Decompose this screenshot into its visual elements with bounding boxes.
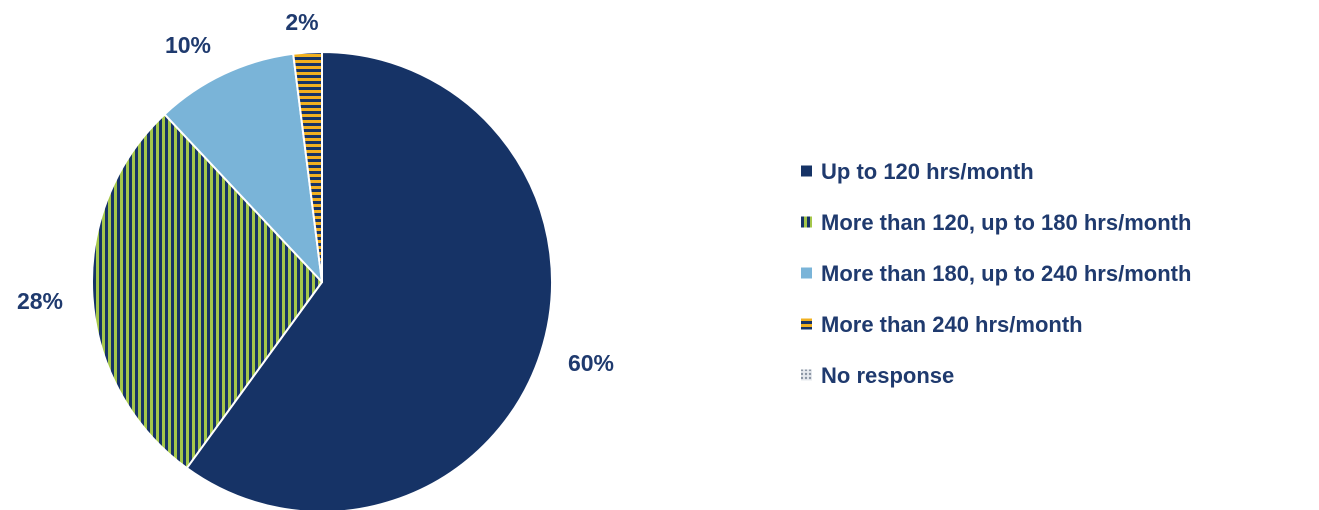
legend-label-1: Up to 120 hrs/month <box>821 159 1034 184</box>
pie-slice-1 <box>185 51 553 510</box>
data-label-1: 60% <box>568 350 614 376</box>
legend: Up to 120 hrs/month More than 120, up to … <box>801 159 1191 388</box>
pie-slice-3 <box>163 52 323 283</box>
legend-swatch-2 <box>801 216 812 228</box>
pie-slices <box>91 50 553 510</box>
legend-swatch-4 <box>801 318 812 330</box>
pie-slice-4 <box>292 50 323 283</box>
legend-label-3: More than 180, up to 240 hrs/month <box>821 261 1191 286</box>
legend-swatch-3 <box>801 267 812 279</box>
legend-swatch-5 <box>801 369 812 381</box>
data-label-3: 10% <box>165 32 211 58</box>
pie-slice-2 <box>91 113 323 470</box>
legend-label-5: No response <box>821 363 954 388</box>
legend-swatch-1 <box>801 165 812 177</box>
data-label-4: 2% <box>285 9 318 35</box>
data-label-2: 28% <box>17 288 63 314</box>
legend-label-4: More than 240 hrs/month <box>821 312 1083 337</box>
pie-data-labels: 60% 28% 10% 2% <box>17 9 614 376</box>
legend-label-2: More than 120, up to 180 hrs/month <box>821 210 1191 235</box>
